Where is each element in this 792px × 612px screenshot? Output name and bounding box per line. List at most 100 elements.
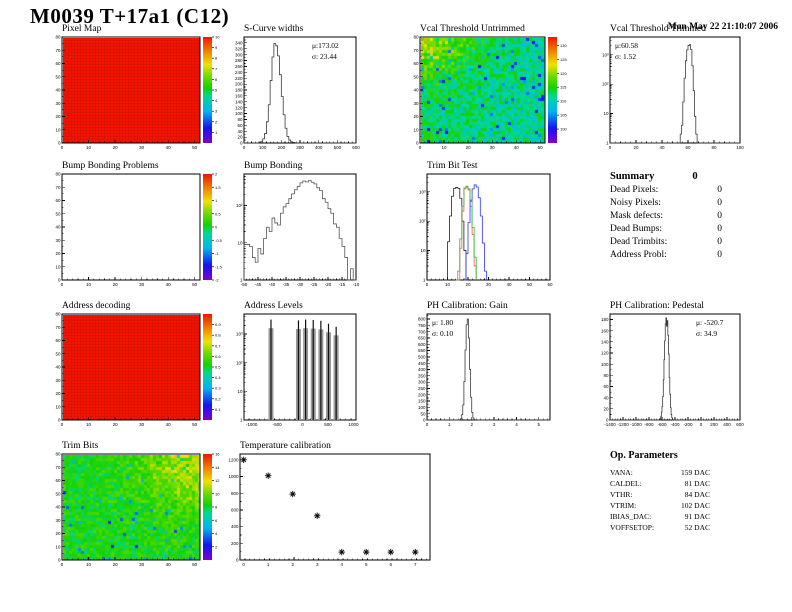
- svg-text:200: 200: [710, 422, 718, 427]
- svg-text:80: 80: [603, 373, 609, 378]
- svg-text:μ:60.58: μ:60.58: [615, 41, 638, 50]
- svg-text:0: 0: [242, 562, 245, 567]
- svg-text:4: 4: [515, 422, 518, 427]
- svg-text:1: 1: [240, 418, 243, 423]
- svg-text:2: 2: [215, 119, 218, 124]
- svg-text:50: 50: [192, 145, 198, 150]
- svg-text:2: 2: [215, 172, 218, 177]
- svg-text:-600: -600: [657, 422, 667, 427]
- svg-text:0: 0: [61, 422, 64, 427]
- svg-text:10: 10: [442, 145, 448, 150]
- svg-text:50: 50: [192, 422, 198, 427]
- svg-text:40: 40: [506, 282, 512, 287]
- chart-title: Address decoding: [62, 301, 131, 311]
- svg-text:7: 7: [414, 562, 417, 567]
- svg-text:200: 200: [235, 82, 243, 87]
- panel-scurve-widths: S-Curve widths 0 100 200 300 400 500 600 0 20 40 6…: [230, 24, 362, 152]
- svg-text:20: 20: [113, 145, 119, 150]
- summary-row: Noisy Pixels: 0: [610, 198, 722, 208]
- svg-text:80: 80: [711, 145, 717, 150]
- svg-text:30: 30: [139, 562, 145, 567]
- svg-text:0: 0: [416, 141, 419, 146]
- svg-text:60: 60: [685, 145, 691, 150]
- panel-address-levels: Address Levels -1000 -500 0 500 1000 1 10 10² 10…: [230, 301, 362, 429]
- chart-svg: 0 10 20 30 40 50 60 1 10 10² 10³: [419, 173, 553, 287]
- svg-text:-45: -45: [255, 282, 262, 287]
- svg-text:4: 4: [340, 562, 343, 567]
- svg-text:12: 12: [215, 478, 220, 483]
- svg-text:μ: -520.7: μ: -520.7: [696, 318, 724, 327]
- pixel-map-chart: 0 10 20 30 40 50 0 10 20 30 40 50 60 70 80 10 9 8 7 6 5 4 3 2 1: [48, 34, 234, 152]
- svg-text:260: 260: [235, 64, 243, 69]
- svg-text:16: 16: [215, 452, 220, 457]
- svg-text:0.8: 0.8: [215, 333, 221, 338]
- svg-text:10: 10: [86, 562, 92, 567]
- svg-text:-1000: -1000: [246, 422, 258, 427]
- chart-title: Bump Bonding Problems: [62, 161, 159, 171]
- svg-text:0.2: 0.2: [215, 396, 221, 401]
- svg-text:20: 20: [465, 282, 471, 287]
- svg-text:1: 1: [215, 198, 218, 203]
- svg-text:10: 10: [55, 544, 61, 549]
- svg-text:40: 40: [166, 422, 172, 427]
- svg-text:1: 1: [267, 562, 270, 567]
- svg-text:0: 0: [58, 141, 61, 146]
- svg-text:250: 250: [418, 386, 426, 391]
- address-decoding-chart: 0 10 20 30 40 50 0 10 20 30 40 50 60 70 80 0.9 0.8 0.7 0.6…: [48, 311, 234, 429]
- svg-text:70: 70: [55, 465, 61, 470]
- chart-title: Bump Bonding: [244, 161, 303, 171]
- svg-text:20: 20: [237, 135, 243, 140]
- svg-text:40: 40: [603, 395, 609, 400]
- svg-text:50: 50: [420, 411, 426, 416]
- svg-text:40: 40: [55, 365, 61, 370]
- svg-text:6: 6: [215, 518, 218, 523]
- svg-text:450: 450: [418, 361, 426, 366]
- svg-text:1: 1: [448, 422, 451, 427]
- op-parameter-row: VTHR: 84 DAC: [610, 490, 710, 499]
- svg-text:-0.5: -0.5: [215, 238, 223, 243]
- svg-text:0: 0: [240, 141, 243, 146]
- svg-text:100: 100: [736, 145, 744, 150]
- chart-svg: 0 100 200 300 400 500 600020406080100120140160…: [235, 36, 360, 150]
- svg-text:50: 50: [55, 351, 61, 356]
- svg-text:80: 80: [55, 452, 61, 457]
- svg-text:40: 40: [514, 145, 520, 150]
- ph-pedestal-chart: -1400 -1200 -1000 -800 -600 -400 -200 0 200 400 60…: [596, 311, 746, 429]
- svg-text:50: 50: [538, 145, 544, 150]
- svg-text:100: 100: [235, 111, 243, 116]
- summary-total: 0: [692, 171, 698, 182]
- page-title: M0039 T+17a1 (C12): [30, 4, 230, 28]
- svg-text:10: 10: [603, 111, 609, 116]
- svg-text:550: 550: [418, 348, 426, 353]
- svg-text:60: 60: [547, 282, 553, 287]
- svg-text:10: 10: [237, 240, 243, 245]
- summary-row: Mask defects: 0: [610, 211, 722, 221]
- svg-text:10: 10: [55, 404, 61, 409]
- chart-svg: 0 20 40 60 80 100 1 10 10² 10³ μ:60.58 σ: 1.52: [602, 36, 744, 150]
- svg-text:100: 100: [259, 145, 267, 150]
- svg-text:10: 10: [215, 35, 220, 40]
- svg-text:130: 130: [560, 43, 567, 48]
- svg-text:80: 80: [55, 312, 61, 317]
- chart-title: Address Levels: [244, 301, 303, 311]
- svg-text:600: 600: [231, 508, 239, 513]
- panel-address-decoding: Address decoding 0 10 20 30 40 50 0 10 20 30 40 50 6…: [48, 301, 234, 429]
- svg-text:70: 70: [55, 325, 61, 330]
- svg-text:-1400: -1400: [604, 422, 616, 427]
- svg-text:0.6: 0.6: [215, 354, 221, 359]
- svg-text:30: 30: [139, 422, 145, 427]
- svg-text:60: 60: [55, 198, 61, 203]
- svg-text:2: 2: [215, 544, 218, 549]
- svg-text:150: 150: [418, 399, 426, 404]
- svg-text:80: 80: [237, 117, 243, 122]
- svg-text:4: 4: [215, 531, 218, 536]
- svg-text:800: 800: [418, 317, 426, 322]
- svg-text:10: 10: [55, 264, 61, 269]
- svg-text:40: 40: [166, 145, 172, 150]
- svg-text:60: 60: [55, 338, 61, 343]
- svg-text:5: 5: [538, 422, 541, 427]
- svg-text:0: 0: [61, 145, 64, 150]
- svg-text:σ: 0.10: σ: 0.10: [432, 329, 453, 338]
- svg-text:600: 600: [418, 342, 426, 347]
- svg-text:320: 320: [235, 46, 243, 51]
